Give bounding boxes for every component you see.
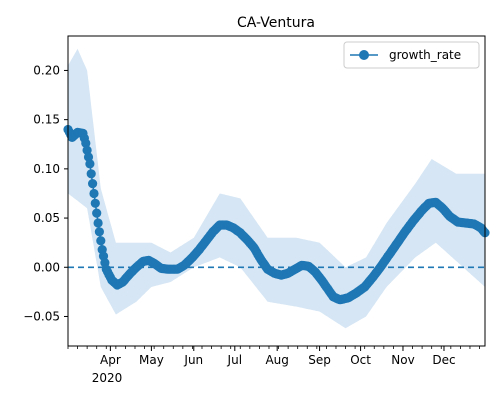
legend-label: growth_rate [389, 48, 461, 62]
y-tick-label: 0.10 [33, 162, 60, 176]
x-tick-label: Aug [265, 353, 288, 367]
x-tick-label: Jul [227, 353, 242, 367]
x-tick-label: Oct [350, 353, 371, 367]
x-tick-label: Jun [183, 353, 203, 367]
x-tick-label: Dec [432, 353, 455, 367]
legend-marker-swatch [359, 50, 369, 60]
chart-title: CA-Ventura [237, 15, 315, 31]
y-tick-label: 0.00 [33, 260, 60, 274]
x-tick-label: Sep [308, 353, 331, 367]
y-tick-label: 0.20 [33, 63, 60, 77]
data-point [89, 188, 99, 199]
data-point [94, 227, 104, 237]
y-axis: −0.05 0.00 0.05 0.10 0.15 0.20 [23, 63, 68, 323]
data-point [88, 179, 98, 189]
y-tick-label: −0.05 [23, 309, 60, 323]
x-axis-year-label: 2020 [92, 371, 123, 385]
data-point [81, 138, 91, 148]
data-point [85, 159, 95, 169]
plot-area [63, 48, 490, 329]
data-point [93, 218, 103, 228]
plot-frame [67, 35, 486, 347]
x-axis: Apr May Jun Jul Aug Sep Oct Nov Dec [67, 346, 480, 367]
x-tick-label: Apr [100, 353, 121, 367]
data-point [83, 152, 94, 162]
data-point [96, 236, 106, 246]
y-tick-label: 0.15 [33, 113, 60, 127]
series-markers [63, 124, 490, 305]
data-point [90, 198, 100, 208]
x-tick-label: May [139, 353, 164, 367]
legend: growth_rate [343, 41, 480, 69]
legend-box [343, 41, 480, 69]
y-tick-label: 0.05 [33, 211, 60, 225]
x-tick-label: Nov [391, 353, 414, 367]
data-point [86, 169, 96, 179]
confidence-band [68, 48, 485, 329]
data-point [92, 208, 102, 218]
